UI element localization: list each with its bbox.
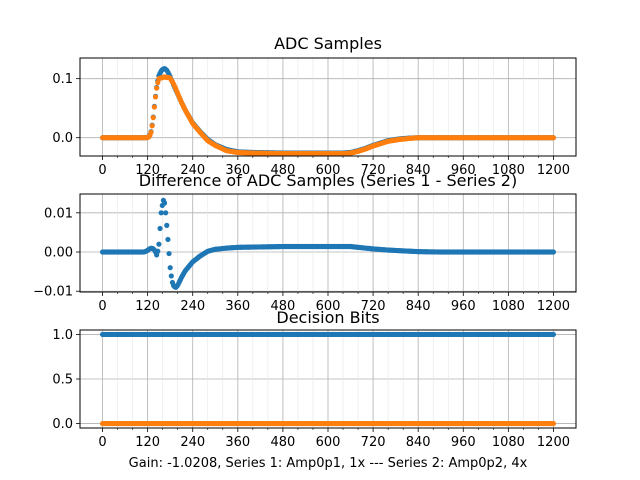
decision-bits-xtick-label: 240 bbox=[180, 435, 205, 450]
adc-samples-xtick-label: 0 bbox=[98, 163, 106, 178]
difference-xtick-label: 240 bbox=[180, 299, 205, 314]
decision-bits-title: Decision Bits bbox=[276, 308, 379, 327]
decision-bits-panel: 0 120 240 360 480 600 720 840 960 1080 1200 0.0 0.5 1… bbox=[52, 308, 577, 450]
difference-point bbox=[161, 200, 168, 206]
difference-xtick-label: 720 bbox=[361, 299, 386, 314]
adc-samples-xtick-label: 120 bbox=[135, 163, 160, 178]
difference-xtick-label: 600 bbox=[316, 299, 341, 314]
adc-samples-point bbox=[148, 129, 154, 135]
difference-point bbox=[164, 222, 170, 228]
difference-point bbox=[157, 225, 163, 232]
difference-point bbox=[166, 250, 172, 257]
decision-bits-xtick-label: 120 bbox=[135, 435, 160, 450]
decision-bits-ytick-label: 0.5 bbox=[52, 373, 73, 388]
decision-bits-point bbox=[550, 420, 557, 427]
figure-caption: Gain: -1.0208, Series 1: Amp0p1, 1x --- … bbox=[129, 456, 528, 471]
difference-xtick-label: 1080 bbox=[492, 299, 525, 314]
decision-bits-xtick-label: 1200 bbox=[537, 435, 570, 450]
difference-ytick-label: −0.01 bbox=[33, 285, 73, 300]
difference-title: Difference of ADC Samples (Series 1 - Se… bbox=[139, 171, 517, 190]
decision-bits-point bbox=[550, 331, 557, 338]
adc-samples-point bbox=[151, 104, 157, 110]
adc-samples-xtick-label: 360 bbox=[225, 163, 250, 178]
adc-samples-point bbox=[155, 79, 161, 86]
difference-xtick-label: 480 bbox=[270, 299, 295, 314]
decision-bits-series-1 bbox=[99, 331, 557, 338]
adc-samples-panel: 0 120 240 360 480 600 720 840 960 1080 12000.00.1 … bbox=[52, 34, 577, 178]
decision-bits-xtick-label: 360 bbox=[225, 435, 250, 450]
adc-samples-point bbox=[150, 115, 156, 121]
adc-samples-ytick-label: 0.0 bbox=[52, 131, 73, 146]
adc-samples-xtick-label: 840 bbox=[406, 163, 431, 178]
difference-ytick-label: 0.01 bbox=[44, 206, 73, 221]
adc-samples-xtick-label: 600 bbox=[316, 163, 341, 178]
adc-samples-xtick-label: 240 bbox=[180, 163, 205, 178]
difference-point bbox=[158, 210, 164, 216]
difference-xtick-label: 120 bbox=[135, 299, 160, 314]
decision-bits-ytick-label: 0.0 bbox=[52, 417, 73, 432]
difference-xtick-label: 960 bbox=[451, 299, 476, 314]
difference-point bbox=[168, 273, 174, 279]
difference-point bbox=[155, 248, 161, 254]
difference-point bbox=[167, 265, 173, 271]
adc-samples-ytick-label: 0.1 bbox=[52, 72, 73, 87]
difference-panel: 0 120 240 360 480 600 720 840 960 1080 1200 −0.01 0.… bbox=[33, 171, 577, 314]
adc-samples-xtick-label: 1080 bbox=[492, 163, 525, 178]
difference-series-1 bbox=[99, 197, 557, 290]
difference-xtick-label: 840 bbox=[406, 299, 431, 314]
decision-bits-xtick-label: 0 bbox=[98, 435, 106, 450]
decision-bits-xtick-label: 720 bbox=[361, 435, 386, 450]
adc-samples-xtick-label: 1200 bbox=[537, 163, 570, 178]
decision-bits-series-2 bbox=[99, 420, 557, 427]
adc-samples-point bbox=[550, 135, 557, 141]
decision-bits-xtick-label: 600 bbox=[316, 435, 341, 450]
decision-bits-ytick-label: 1.0 bbox=[52, 328, 73, 343]
difference-xtick-label: 360 bbox=[225, 299, 250, 314]
decision-bits-xtick-label: 960 bbox=[451, 435, 476, 450]
difference-xtick-label: 1200 bbox=[537, 299, 570, 314]
difference-point bbox=[163, 210, 169, 216]
adc-samples-point bbox=[154, 85, 160, 91]
adc-samples-xtick-label: 480 bbox=[270, 163, 295, 178]
decision-bits-xtick-label: 480 bbox=[270, 435, 295, 450]
adc-samples-point bbox=[149, 123, 155, 129]
adc-samples-point bbox=[152, 94, 159, 100]
decision-bits-xtick-label: 1080 bbox=[492, 435, 525, 450]
difference-point bbox=[165, 236, 171, 243]
difference-xtick-label: 0 bbox=[98, 299, 106, 314]
adc-samples-series-2 bbox=[99, 74, 557, 157]
adc-samples-xtick-label: 720 bbox=[361, 163, 386, 178]
decision-bits-xtick-label: 840 bbox=[406, 435, 431, 450]
difference-point bbox=[550, 249, 557, 255]
adc-samples-title: ADC Samples bbox=[274, 34, 382, 53]
difference-ytick-label: 0.00 bbox=[44, 246, 73, 261]
adc-samples-xtick-label: 960 bbox=[451, 163, 476, 178]
difference-point bbox=[156, 241, 162, 247]
